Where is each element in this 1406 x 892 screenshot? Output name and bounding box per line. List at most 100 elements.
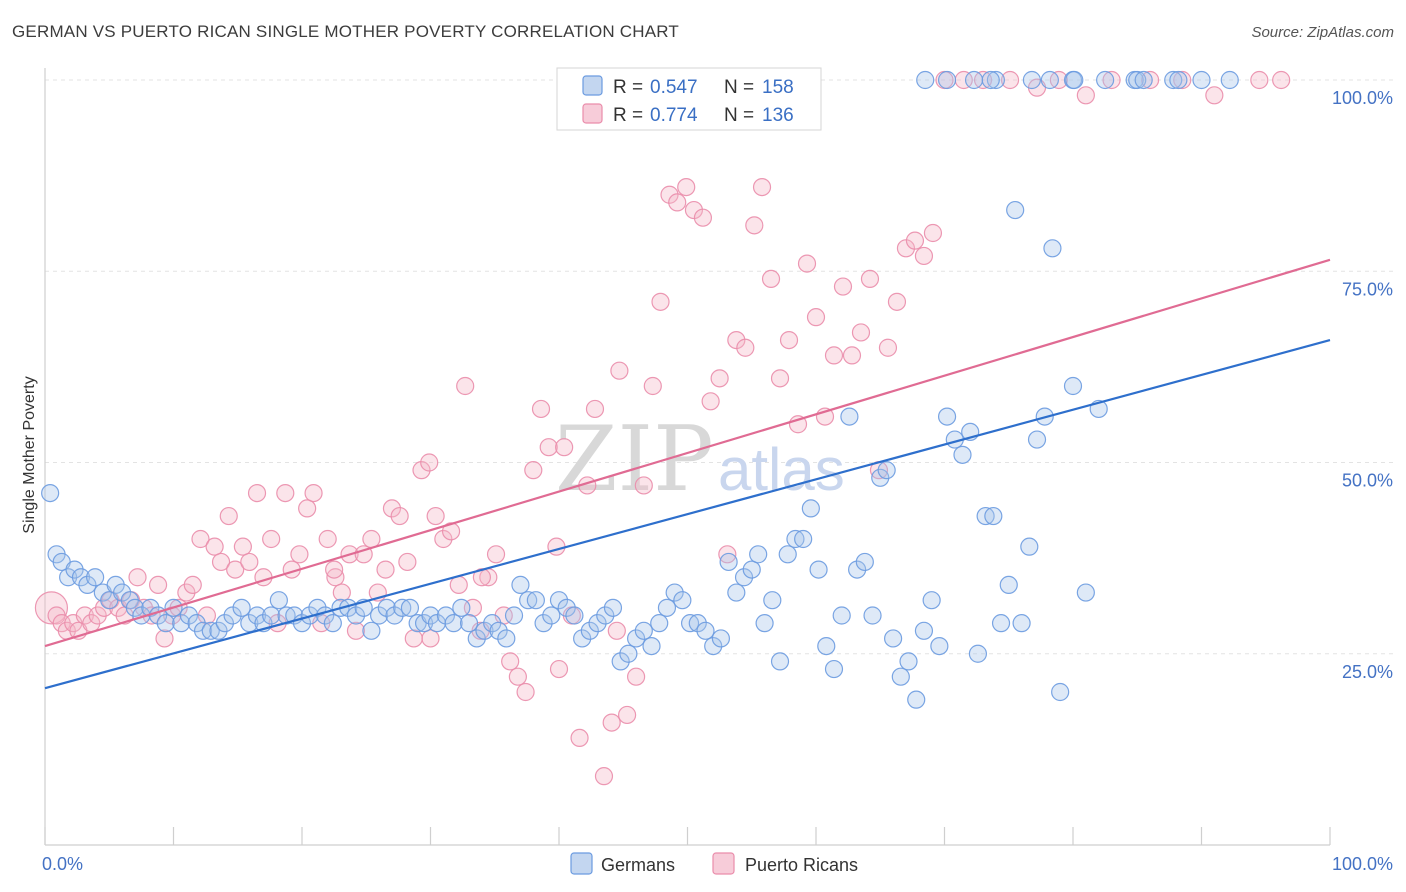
german-point: [534, 614, 553, 633]
pr-point: [404, 629, 423, 648]
german-point: [1220, 70, 1239, 90]
german-point: [1096, 70, 1115, 90]
pr-point: [549, 659, 569, 679]
german-point: [922, 591, 941, 610]
legend-swatch-german: [582, 75, 603, 96]
german-point: [794, 529, 813, 549]
german-point: [619, 644, 638, 663]
german-point: [277, 606, 296, 625]
pr-point: [851, 323, 871, 342]
stats-legend: R = 0.547 N = 158 R = 0.774 N = 136: [556, 67, 822, 131]
german-point: [964, 70, 984, 90]
german-point: [489, 621, 508, 640]
german-point: [346, 606, 366, 625]
german-point: [981, 70, 1000, 90]
puerto-rican-points: [34, 70, 1291, 786]
pr-point: [191, 529, 210, 549]
pr-point: [1140, 70, 1160, 90]
pr-point: [219, 506, 238, 526]
pr-point: [420, 453, 439, 472]
pr-point: [736, 338, 755, 357]
pr-point: [332, 583, 351, 602]
pr-point: [752, 178, 772, 197]
german-point: [991, 614, 1011, 633]
pr-point: [390, 506, 409, 526]
pr-point: [878, 338, 898, 357]
legend-r-value-german: 0.547: [650, 77, 698, 98]
x-tick-label-max: 100.0%: [1332, 854, 1393, 874]
german-point: [1164, 70, 1183, 90]
pr-point: [806, 308, 826, 327]
pr-point: [426, 506, 445, 526]
pr-point: [211, 552, 231, 572]
legend-r-value-puerto-rican: 0.774: [650, 105, 698, 126]
german-point: [370, 606, 389, 625]
german-point: [817, 636, 836, 656]
german-point: [565, 606, 584, 625]
pr-point: [626, 667, 646, 686]
pr-point: [745, 216, 764, 235]
pr-point: [205, 537, 224, 556]
german-point: [1169, 70, 1188, 90]
german-point: [240, 614, 259, 633]
german-point: [968, 644, 988, 663]
german-point: [201, 621, 220, 640]
german-point: [727, 583, 746, 602]
german-point: [588, 614, 607, 633]
pr-point: [1272, 70, 1291, 90]
german-point: [519, 591, 538, 610]
german-point: [755, 614, 774, 633]
german-trend-line: [44, 339, 1331, 690]
pr-point: [508, 667, 527, 686]
german-point: [86, 568, 105, 587]
chart-title: GERMAN VS PUERTO RICAN SINGLE MOTHER POV…: [12, 22, 680, 41]
pr-point: [262, 529, 281, 549]
german-point: [914, 621, 934, 640]
legend-n-value-german: 158: [762, 77, 794, 98]
pr-point: [501, 652, 520, 671]
german-point: [385, 606, 404, 625]
legend-n-value-puerto-rican: 136: [762, 105, 794, 126]
german-point: [542, 606, 561, 625]
german-point: [848, 560, 867, 579]
pr-point: [298, 499, 317, 518]
pr-point: [183, 575, 202, 595]
puerto-rican-trend-line: [44, 258, 1331, 648]
german-point: [770, 652, 790, 671]
german-point: [41, 484, 60, 503]
german-point: [511, 575, 530, 595]
pr-point: [923, 223, 943, 243]
legend-r-label-german: R =: [613, 77, 643, 98]
german-point: [557, 598, 576, 617]
german-point: [596, 606, 615, 625]
pr-point: [1102, 70, 1121, 90]
x-axis-ticks: [44, 827, 1331, 845]
german-point: [112, 583, 132, 602]
pr-point: [1250, 70, 1269, 90]
pr-point: [643, 376, 662, 396]
bottom-legend-swatch-german: [570, 852, 593, 875]
pr-point: [594, 767, 614, 786]
pr-point: [434, 529, 453, 549]
german-point: [801, 499, 820, 518]
pr-point: [304, 484, 323, 503]
german-point: [1043, 239, 1062, 258]
german-point: [393, 598, 412, 617]
pr-point: [718, 545, 737, 564]
pr-point: [128, 568, 147, 587]
pr-point: [570, 728, 589, 748]
pr-point: [887, 292, 907, 311]
pr-point: [346, 621, 366, 640]
pr-point: [155, 629, 174, 648]
pr-point: [1076, 86, 1095, 105]
pr-point: [660, 185, 679, 204]
german-point: [877, 461, 896, 480]
pr-point: [1000, 70, 1020, 90]
pr-point: [539, 438, 558, 457]
german-point: [611, 652, 630, 671]
pr-point: [382, 499, 402, 518]
pr-point: [531, 399, 551, 419]
bottom-legend-swatch-puerto-rican: [712, 852, 735, 875]
pr-point: [398, 552, 417, 572]
german-point: [976, 506, 995, 526]
